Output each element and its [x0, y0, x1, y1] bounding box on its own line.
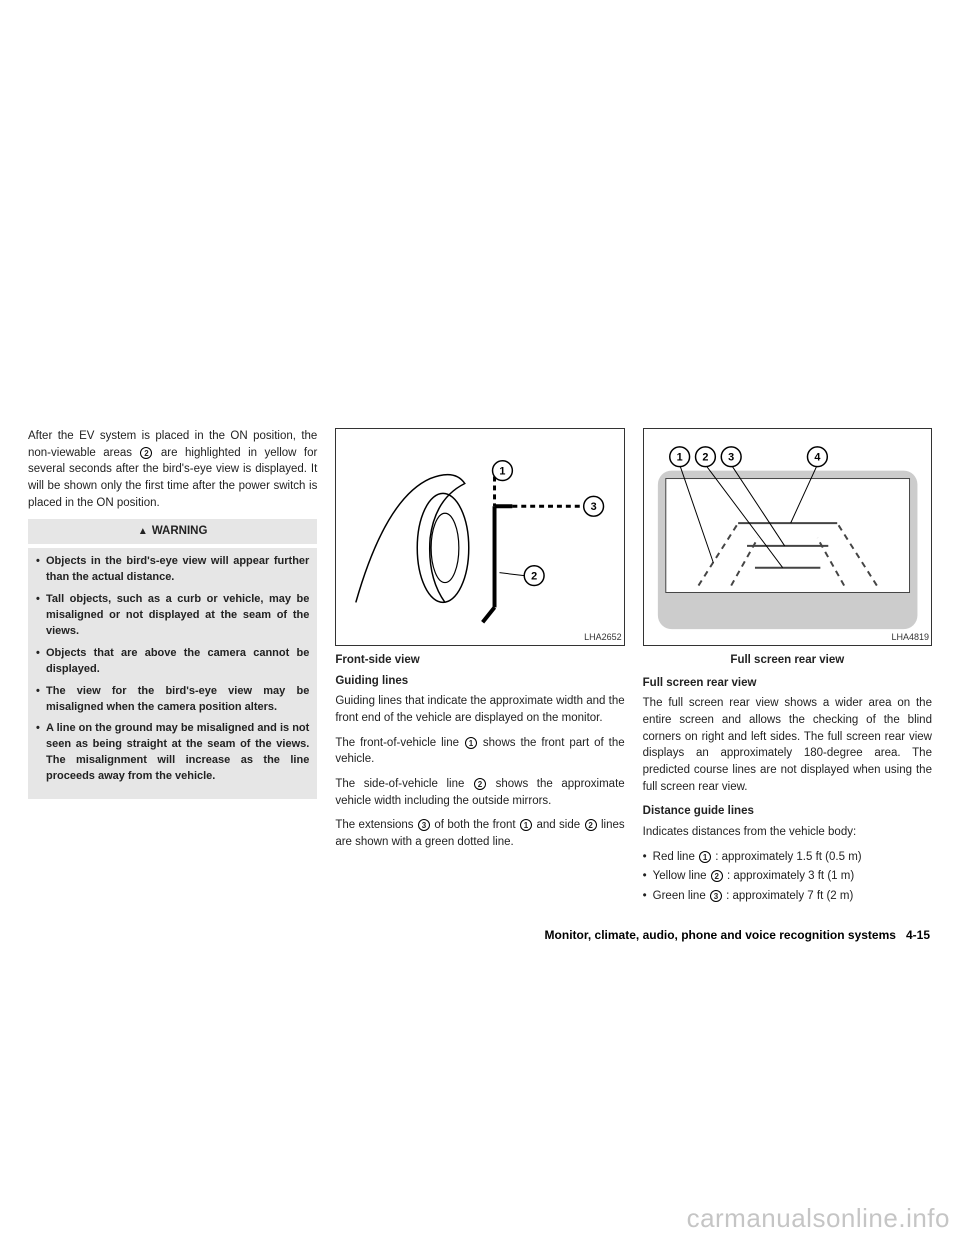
page-footer: Monitor, climate, audio, phone and voice… [545, 928, 930, 942]
warning-item: Tall objects, such as a curb or vehicle,… [36, 592, 309, 640]
svg-text:4: 4 [814, 452, 820, 464]
marker-3-icon: 3 [418, 819, 430, 831]
watermark: carmanualsonline.info [687, 1203, 950, 1234]
figure-id: LHA4819 [891, 631, 929, 644]
rear-view-title: Full screen rear view [643, 675, 932, 692]
svg-text:3: 3 [728, 452, 734, 464]
svg-text:1: 1 [500, 466, 506, 478]
rear-view-p1: The full screen rear view shows a wider … [643, 695, 932, 795]
rear-view-caption: Full screen rear view [643, 652, 932, 669]
list-item: Yellow line 2 : approximately 3 ft (1 m) [643, 868, 932, 885]
figure-id: LHA2652 [584, 631, 622, 644]
front-side-title: Front-side view [335, 652, 624, 669]
svg-text:1: 1 [676, 452, 682, 464]
warning-item: A line on the ground may be misaligned a… [36, 721, 309, 785]
front-side-figure: 1 2 3 LHA2652 [335, 428, 624, 646]
marker-1-icon: 1 [465, 737, 477, 749]
warning-box: Objects in the bird's-eye view will appe… [28, 548, 317, 799]
svg-text:2: 2 [531, 571, 537, 583]
rear-view-diagram-icon: 1 2 3 4 [644, 429, 931, 645]
guiding-p1: Guiding lines that indicate the approxim… [335, 693, 624, 726]
page-content: After the EV system is placed in the ON … [0, 0, 960, 908]
column-middle: 1 2 3 LHA2652 Front-side view Guiding li… [335, 428, 624, 908]
marker-2-icon: 2 [585, 819, 597, 831]
column-right: 1 2 3 4 LHA4819 Full screen rear view Fu… [643, 428, 932, 908]
marker-3-icon: 3 [710, 890, 722, 902]
warning-item: The view for the bird's-eye view may be … [36, 684, 309, 716]
marker-1-icon: 1 [699, 851, 711, 863]
front-side-diagram-icon: 1 2 3 [336, 429, 623, 645]
marker-2-icon: 2 [140, 447, 152, 459]
warning-item: Objects that are above the camera cannot… [36, 646, 309, 678]
rear-view-figure: 1 2 3 4 LHA4819 [643, 428, 932, 646]
list-item: Green line 3 : approximately 7 ft (2 m) [643, 888, 932, 905]
distance-intro: Indicates distances from the vehicle bod… [643, 824, 932, 841]
column-left: After the EV system is placed in the ON … [28, 428, 317, 908]
intro-paragraph: After the EV system is placed in the ON … [28, 428, 317, 511]
distance-list: Red line 1 : approximately 1.5 ft (0.5 m… [643, 849, 932, 905]
warning-item: Objects in the bird's-eye view will appe… [36, 554, 309, 586]
distance-lines-label: Distance guide lines [643, 803, 932, 820]
marker-2-icon: 2 [474, 778, 486, 790]
svg-text:3: 3 [591, 501, 597, 513]
list-item: Red line 1 : approximately 1.5 ft (0.5 m… [643, 849, 932, 866]
guiding-p3: The side-of-vehicle line 2 shows the app… [335, 776, 624, 809]
warning-heading: WARNING [28, 519, 317, 544]
marker-1-icon: 1 [520, 819, 532, 831]
guiding-p4: The extensions 3 of both the front 1 and… [335, 817, 624, 850]
guiding-p2: The front-of-vehicle line 1 shows the fr… [335, 735, 624, 768]
svg-text:2: 2 [702, 452, 708, 464]
guiding-lines-label: Guiding lines [335, 673, 624, 690]
marker-2-icon: 2 [711, 870, 723, 882]
